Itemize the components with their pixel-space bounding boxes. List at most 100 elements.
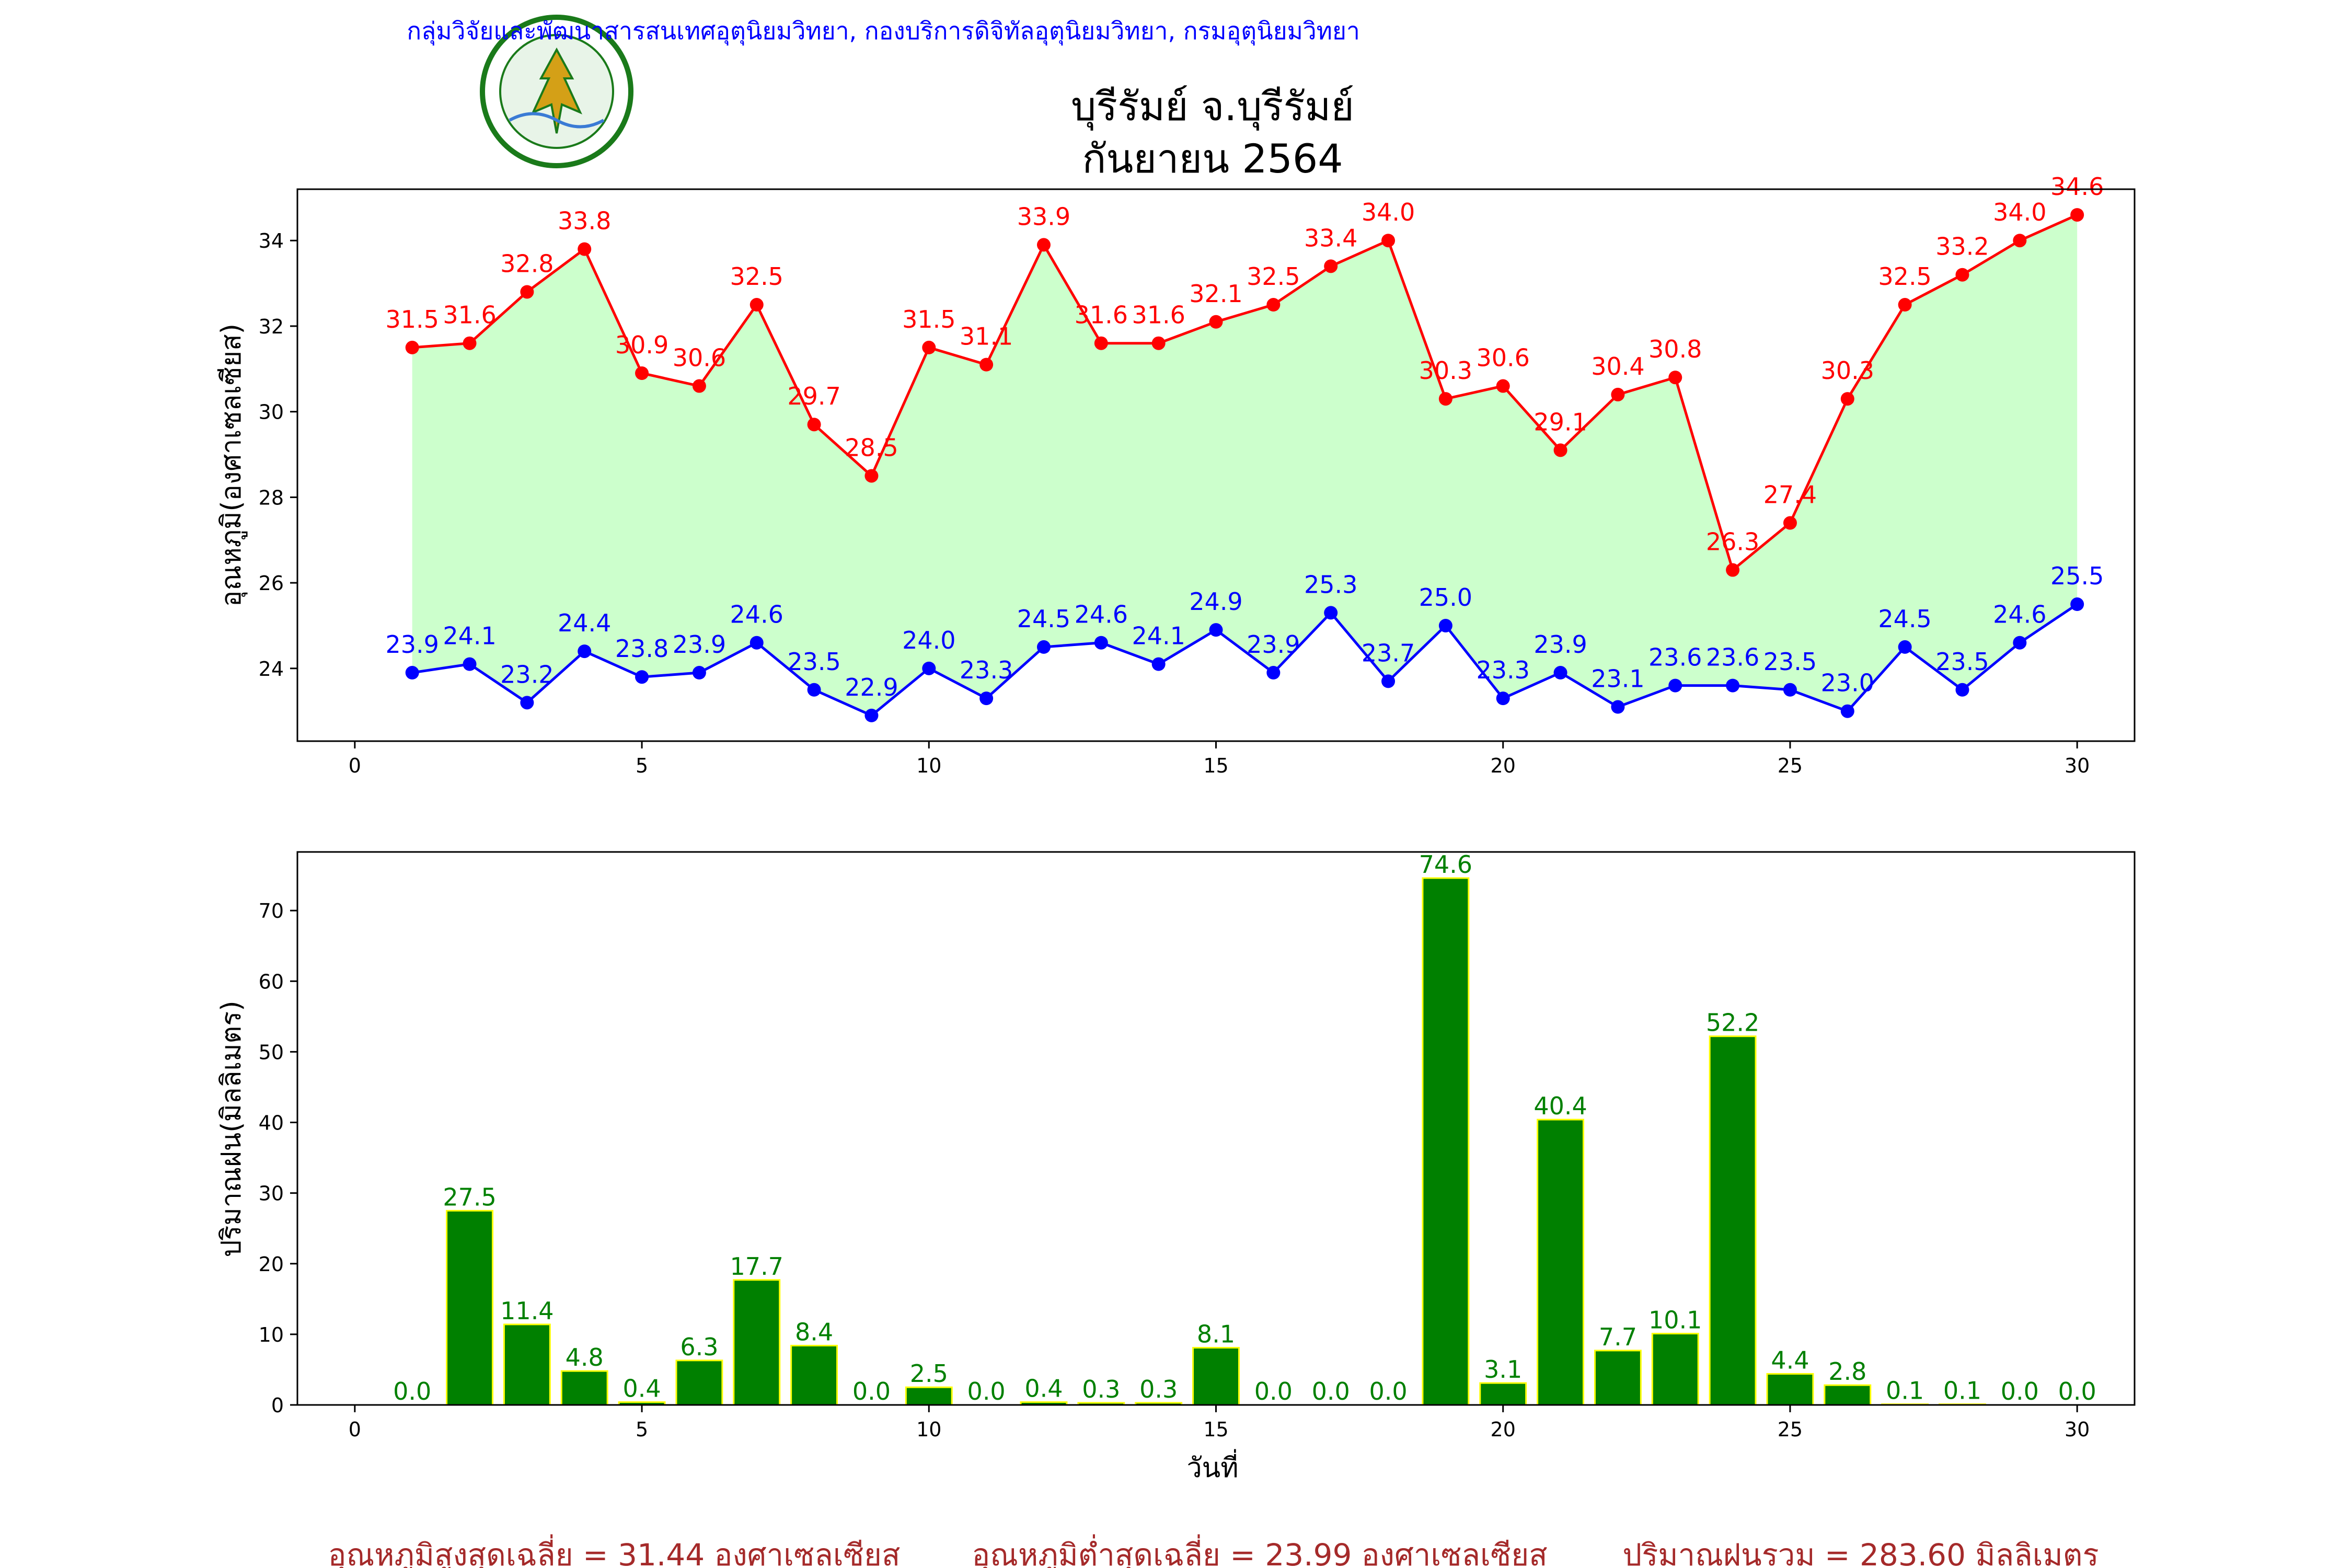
rainfall-value-label: 0.0 bbox=[2001, 1377, 2039, 1405]
max-temp-point bbox=[1611, 387, 1625, 401]
min-temp-point bbox=[405, 666, 419, 680]
x-tick-label: 30 bbox=[2065, 1418, 2090, 1441]
max-temp-point bbox=[1955, 268, 1969, 282]
rainfall-bar bbox=[1766, 1373, 1814, 1406]
rainfall-value-label: 0.1 bbox=[1943, 1377, 1981, 1405]
max-temp-point bbox=[864, 469, 879, 483]
y-tick-label: 20 bbox=[259, 1253, 284, 1276]
rainfall-value-label: 2.5 bbox=[910, 1359, 948, 1388]
rainfall-bar bbox=[1709, 1035, 1757, 1406]
max-temp-label: 31.1 bbox=[960, 322, 1013, 351]
max-temp-label: 32.8 bbox=[500, 249, 554, 278]
y-tick-label: 32 bbox=[259, 315, 284, 338]
x-tick-label: 20 bbox=[1491, 1418, 1516, 1441]
x-tick-label: 10 bbox=[916, 1418, 941, 1441]
max-temperature-line bbox=[412, 213, 2078, 572]
max-temp-label: 30.8 bbox=[1648, 335, 1702, 363]
temperature-ticks: 0 5 10 15 20 25 30 24 26 28 30 32 34 bbox=[259, 229, 2090, 777]
max-temp-point bbox=[1898, 298, 1912, 312]
rainfall-ticks: 0 5 10 15 20 25 30 0 10 20 30 40 50 60 70 bbox=[259, 900, 2090, 1441]
rainfall-value-label: 0.0 bbox=[1369, 1377, 1407, 1405]
rainfall-value-label: 0.4 bbox=[1024, 1375, 1063, 1403]
max-temp-point bbox=[1553, 443, 1567, 457]
min-temp-point bbox=[1151, 657, 1166, 671]
rainfall-value-label: 7.7 bbox=[1599, 1323, 1637, 1351]
rainfall-value-label: 27.5 bbox=[443, 1183, 496, 1211]
max-temp-point bbox=[635, 366, 649, 380]
max-temp-point bbox=[1438, 392, 1452, 406]
rainfall-bar bbox=[1651, 1333, 1699, 1406]
min-temp-label: 24.6 bbox=[730, 601, 783, 629]
rainfall-bar bbox=[560, 1370, 608, 1406]
rainfall-value-label: 0.0 bbox=[2058, 1377, 2096, 1405]
min-temp-point bbox=[1324, 606, 1338, 620]
min-temp-label: 23.5 bbox=[787, 648, 840, 676]
max-temp-point bbox=[922, 340, 936, 354]
min-temp-point bbox=[1381, 674, 1396, 688]
max-temp-point bbox=[1266, 298, 1281, 312]
max-temp-label: 30.4 bbox=[1591, 352, 1644, 381]
rainfall-value-label: 0.3 bbox=[1139, 1375, 1178, 1403]
max-temp-label: 30.9 bbox=[615, 331, 668, 359]
min-temp-point bbox=[1553, 666, 1567, 680]
max-temp-label: 31.6 bbox=[1132, 301, 1185, 329]
max-temp-label: 29.7 bbox=[787, 382, 840, 410]
max-temp-point bbox=[1381, 234, 1396, 248]
min-temp-label: 24.9 bbox=[1189, 587, 1242, 616]
x-tick-label: 20 bbox=[1491, 754, 1516, 777]
min-temp-point bbox=[1898, 640, 1912, 654]
min-temp-label: 23.5 bbox=[1935, 648, 1989, 676]
max-temp-point bbox=[1726, 563, 1740, 577]
min-temp-point bbox=[1668, 678, 1682, 693]
min-temp-point bbox=[1094, 636, 1108, 650]
temperature-labels: 31.5 23.9 31.6 24.1 32.8 23.2 33.8 24.4 30.9 23.8… bbox=[385, 172, 2104, 701]
footer-avg-max: อุณหภูมิสูงสุดเฉลี่ย = 31.44 องศาเซลเซีย… bbox=[328, 1534, 901, 1568]
max-temp-point bbox=[578, 242, 592, 256]
max-temp-label: 30.3 bbox=[1821, 356, 1874, 385]
max-temp-label: 31.5 bbox=[385, 305, 439, 333]
x-tick-label: 25 bbox=[1778, 1418, 1803, 1441]
rainfall-value-label: 40.4 bbox=[1534, 1092, 1587, 1120]
rainfall-value-label: 3.1 bbox=[1484, 1355, 1522, 1383]
temperature-y-axis-label: อุณหภูมิ(องศาเซลเซียส) bbox=[216, 324, 248, 607]
max-temp-point bbox=[1840, 392, 1854, 406]
min-temp-point bbox=[1496, 691, 1510, 706]
max-temp-point bbox=[750, 298, 764, 312]
max-temp-label: 31.5 bbox=[902, 305, 955, 333]
y-tick-label: 40 bbox=[259, 1112, 284, 1135]
max-temp-label: 26.3 bbox=[1706, 528, 1759, 556]
y-tick-label: 34 bbox=[259, 229, 284, 252]
min-temp-point bbox=[1955, 683, 1969, 697]
department-logo bbox=[480, 15, 633, 168]
y-tick-label: 30 bbox=[259, 1182, 284, 1205]
min-temp-label: 24.4 bbox=[558, 609, 611, 637]
y-tick-label: 24 bbox=[259, 658, 284, 681]
x-tick-label: 5 bbox=[636, 1418, 648, 1441]
min-temp-label: 23.9 bbox=[1534, 630, 1587, 659]
min-temp-point bbox=[635, 670, 649, 684]
max-temp-label: 30.3 bbox=[1419, 356, 1472, 385]
min-temp-label: 24.6 bbox=[1075, 601, 1128, 629]
rainfall-value-label: 2.8 bbox=[1828, 1357, 1866, 1386]
max-temp-label: 30.6 bbox=[673, 344, 726, 372]
min-temp-point bbox=[1726, 678, 1740, 693]
rainfall-bars bbox=[446, 877, 1986, 1406]
max-temp-label: 31.6 bbox=[1075, 301, 1128, 329]
rainfall-value-label: 8.4 bbox=[795, 1318, 833, 1346]
y-tick-label: 70 bbox=[259, 900, 284, 923]
min-temp-point bbox=[1036, 640, 1051, 654]
max-temp-point bbox=[1036, 238, 1051, 252]
min-temp-point bbox=[2013, 636, 2027, 650]
rainfall-panel: 0.027.511.44.80.46.317.78.40.02.50.0 0.4 0… bbox=[216, 850, 2136, 1484]
rainfall-bar bbox=[1537, 1119, 1584, 1406]
min-temp-point bbox=[922, 661, 936, 675]
min-temp-point bbox=[1783, 683, 1797, 697]
min-temp-label: 23.1 bbox=[1591, 665, 1644, 693]
max-temp-point bbox=[1151, 336, 1166, 350]
min-temp-label: 23.6 bbox=[1706, 643, 1759, 672]
min-temp-point bbox=[750, 636, 764, 650]
rainfall-bar bbox=[1192, 1347, 1240, 1406]
min-temp-label: 23.5 bbox=[1763, 648, 1817, 676]
x-tick-label: 0 bbox=[349, 754, 361, 777]
max-temp-point bbox=[1668, 371, 1682, 385]
